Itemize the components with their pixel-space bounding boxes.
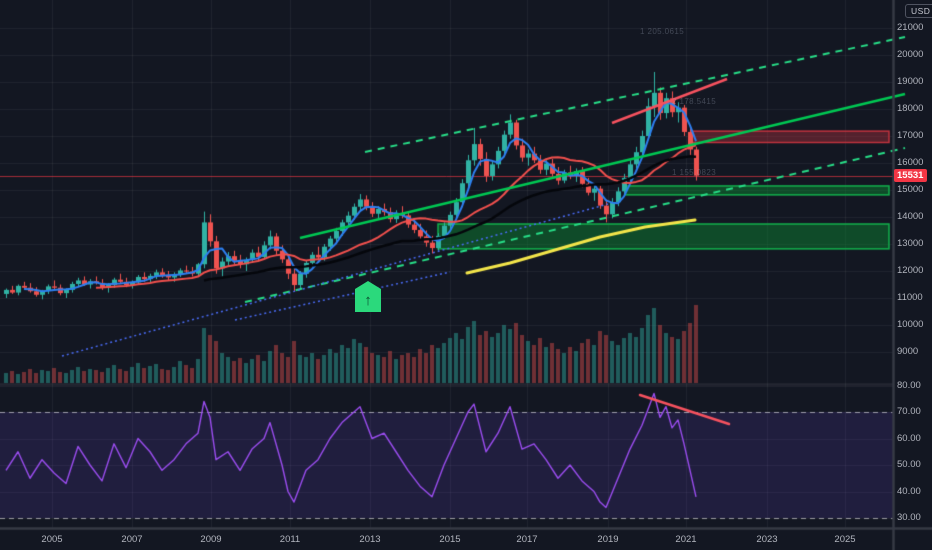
rsi-tick-label: 70.00 [897, 406, 921, 417]
price-tick-label: 12000 [897, 265, 924, 276]
rsi-tick-label: 60.00 [897, 432, 921, 444]
rsi-tick-label: 40.00 [897, 485, 921, 497]
year-tick-label: 2023 [756, 534, 778, 545]
year-tick-label: 2013 [359, 534, 381, 545]
price-tick-label: 20000 [897, 49, 924, 60]
year-tick-label: 2017 [516, 534, 538, 545]
rsi-tick-label: 50.00 [897, 459, 921, 470]
price-tick-label: 15000 [897, 184, 924, 195]
price-axis[interactable]: 21000 20000 19000 18000 17000 16000 15000 14000… [897, 0, 932, 528]
price-tick-label: 16000 [897, 157, 924, 168]
price-tick-label: 13000 [897, 238, 924, 249]
year-tick-label: 2021 [675, 534, 697, 545]
currency-toggle-button[interactable]: USD [905, 4, 932, 18]
year-tick-label: 2015 [439, 534, 461, 545]
year-tick-label: 2025 [834, 534, 856, 545]
rsi-tick-label: 30.00 [897, 512, 921, 523]
time-axis[interactable]: 2005 2007 2009 2011 2013 2015 2017 2019 2021 2023… [0, 531, 893, 550]
price-tick-label: 18000 [897, 103, 924, 114]
current-price-label: 15531 [894, 168, 928, 182]
price-tick-label: 21000 [897, 22, 924, 33]
fib-level-annotation: 1 155.0823 [672, 168, 717, 177]
up-arrow-icon: ↑ [364, 292, 372, 309]
year-tick-label: 2007 [121, 534, 143, 545]
year-tick-label: 2009 [200, 534, 222, 545]
year-tick-label: 2019 [597, 534, 619, 545]
fib-level-annotation: 2 178.5415 [672, 97, 717, 106]
year-tick-label: 2005 [41, 534, 63, 545]
price-tick-label: 11000 [897, 292, 923, 303]
price-tick-label: 19000 [897, 76, 924, 87]
price-tick-label: 10000 [897, 319, 924, 330]
rsi-tick-label: 80.00 [897, 379, 921, 391]
price-tick-label: 14000 [897, 211, 924, 222]
year-tick-label: 2011 [279, 534, 301, 545]
fib-level-annotation: 1 205.0615 [640, 27, 685, 36]
price-tick-label: 9000 [897, 346, 919, 357]
price-tick-label: 17000 [897, 130, 924, 141]
